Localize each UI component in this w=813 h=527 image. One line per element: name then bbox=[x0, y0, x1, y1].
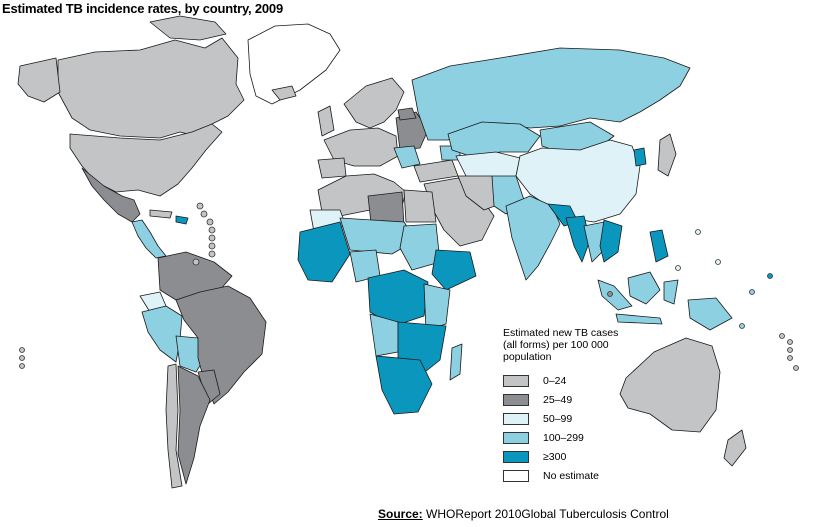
region-japan bbox=[657, 133, 677, 177]
region-east-africa bbox=[423, 283, 451, 331]
legend-label: 50–99 bbox=[543, 412, 573, 425]
legend-swatch bbox=[503, 450, 529, 463]
caribbean-island-markers bbox=[192, 202, 216, 266]
region-egypt bbox=[403, 189, 437, 223]
region-china bbox=[515, 139, 641, 223]
region-central-america bbox=[131, 219, 167, 259]
map-title: Estimated TB incidence rates, by country… bbox=[2, 1, 283, 16]
legend-label: 0–24 bbox=[543, 374, 567, 387]
region-scandinavia bbox=[343, 77, 405, 129]
region-new-zealand bbox=[723, 429, 747, 467]
region-java bbox=[615, 313, 663, 325]
region-russia bbox=[411, 47, 691, 141]
region-madagascar bbox=[449, 343, 463, 381]
region-iceland bbox=[271, 85, 297, 101]
legend-item: No estimate bbox=[503, 466, 633, 485]
region-spain-portugal bbox=[317, 157, 347, 179]
region-arctic-islands bbox=[149, 15, 227, 41]
region-iran bbox=[457, 175, 501, 211]
region-canada bbox=[57, 37, 245, 139]
region-uk bbox=[317, 105, 335, 137]
region-myanmar bbox=[565, 215, 591, 263]
region-north-korea bbox=[633, 147, 647, 167]
region-mexico bbox=[81, 167, 141, 223]
region-australia bbox=[619, 337, 721, 433]
region-turkey bbox=[413, 159, 459, 183]
region-borneo bbox=[627, 271, 661, 305]
legend-label: No estimate bbox=[543, 469, 600, 482]
region-sulawesi bbox=[663, 279, 679, 305]
legend-item: 50–99 bbox=[503, 409, 633, 428]
region-alaska bbox=[17, 57, 61, 103]
region-chile bbox=[165, 363, 183, 489]
source-note: Source: WHOReport 2010Global Tuberculosi… bbox=[378, 507, 669, 521]
region-argentina bbox=[177, 365, 211, 485]
legend: Estimated new TB cases (all forms) per 1… bbox=[503, 327, 633, 485]
region-balkans bbox=[393, 145, 421, 169]
region-peru bbox=[141, 305, 183, 363]
region-central-africa bbox=[367, 269, 429, 327]
region-southern-africa bbox=[375, 355, 433, 415]
source-label: Source: bbox=[378, 507, 423, 521]
region-greenland bbox=[247, 23, 341, 105]
region-west-africa bbox=[297, 221, 351, 283]
region-sudan bbox=[399, 223, 441, 271]
legend-swatch bbox=[503, 412, 529, 425]
legend-swatch bbox=[503, 469, 529, 482]
legend-item: 25–49 bbox=[503, 390, 633, 409]
legend-item: 100–299 bbox=[503, 428, 633, 447]
region-brazil bbox=[175, 285, 267, 405]
source-text: WHOReport 2010Global Tuberculosis Contro… bbox=[426, 507, 669, 521]
pacific-island-markers bbox=[607, 229, 799, 371]
region-india bbox=[505, 195, 561, 281]
legend-title: Estimated new TB cases (all forms) per 1… bbox=[503, 327, 619, 363]
legend-item: ≥300 bbox=[503, 447, 633, 466]
region-horn-africa bbox=[431, 249, 477, 291]
legend-list: 0–24 25–49 50–99 100–299 ≥300 No estimate bbox=[503, 371, 633, 485]
legend-label: 25–49 bbox=[543, 393, 573, 406]
legend-swatch bbox=[503, 393, 529, 406]
region-baltic bbox=[397, 107, 417, 121]
legend-item: 0–24 bbox=[503, 371, 633, 390]
legend-label: 100–299 bbox=[543, 431, 584, 444]
region-sumatra bbox=[597, 279, 633, 311]
legend-swatch bbox=[503, 374, 529, 387]
region-new-guinea bbox=[687, 297, 733, 331]
atlantic-island-markers bbox=[19, 347, 25, 369]
region-philippines bbox=[649, 229, 669, 263]
region-haiti bbox=[175, 215, 189, 225]
region-vietnam-cambodia bbox=[599, 219, 623, 263]
region-cuba bbox=[149, 209, 173, 219]
region-kazakhstan bbox=[447, 121, 541, 157]
legend-swatch bbox=[503, 431, 529, 444]
legend-label: ≥300 bbox=[543, 450, 567, 463]
